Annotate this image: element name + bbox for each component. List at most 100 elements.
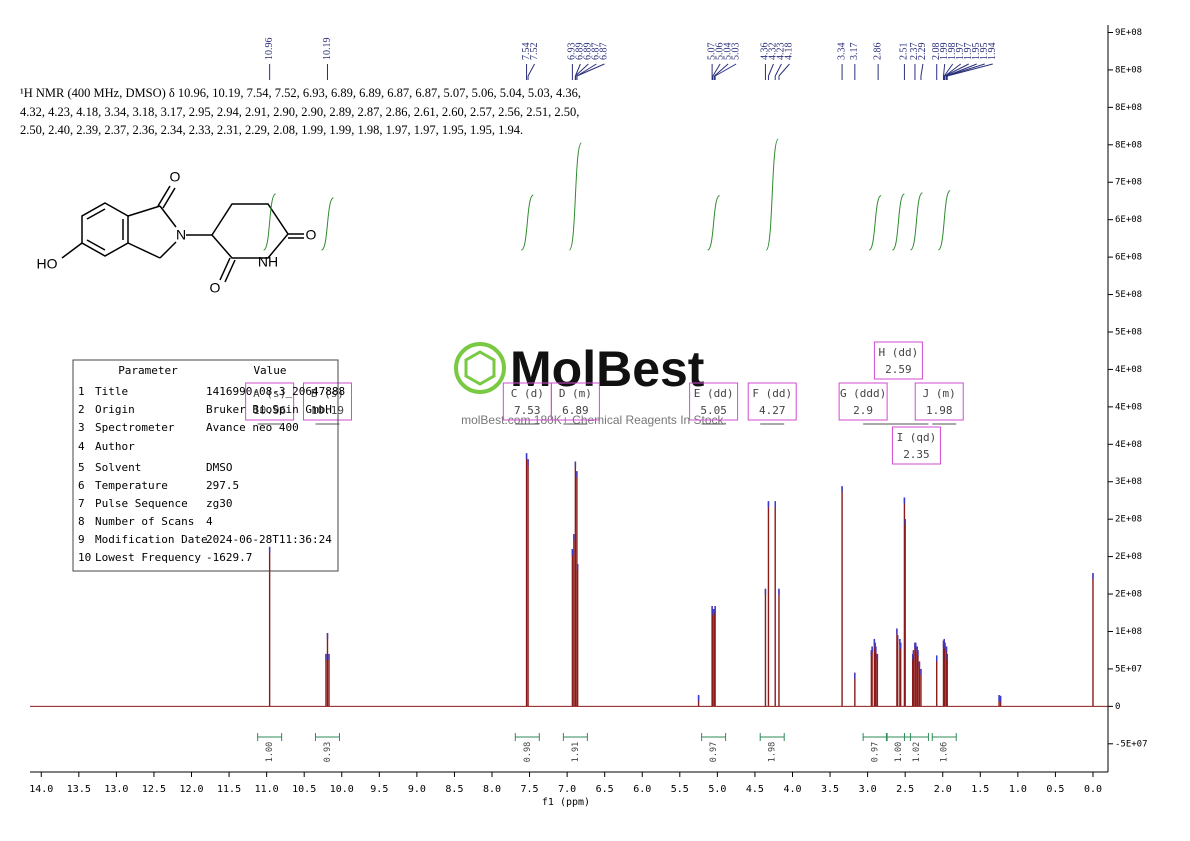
bond — [157, 185, 171, 207]
peak-label-leader — [920, 63, 924, 77]
table-cell: 5 — [78, 461, 85, 474]
integral-label: 0.98 — [523, 742, 533, 762]
multiplet-box — [873, 341, 923, 380]
peak-label-leader — [947, 63, 993, 77]
peak-label: 10.19 — [322, 38, 333, 61]
peak-label-leader — [576, 63, 605, 77]
table-cell: Avance neo 400 — [206, 421, 299, 434]
atom-label: O — [170, 169, 181, 185]
peak-label: 2.37 — [909, 43, 920, 61]
bond — [86, 208, 106, 220]
multiplet-shift: 5.05 — [700, 404, 727, 417]
peak-label-leader — [942, 63, 946, 77]
multiplet-box — [891, 426, 941, 465]
peak-label: 5.06 — [714, 43, 725, 61]
peak-label: 1.98 — [947, 43, 958, 61]
y-tick-label: 4E+08 — [1115, 440, 1142, 450]
x-tick-label: 0.0 — [1084, 784, 1102, 795]
multiplet-name: A (s) — [253, 387, 286, 400]
table-cell: 10 — [78, 551, 91, 564]
table-cell: 297.5 — [206, 479, 239, 492]
multiplet-name: J (m) — [923, 387, 956, 400]
peak-label: 1.99 — [939, 43, 950, 61]
multiplet-shift: 4.27 — [759, 404, 786, 417]
peak-label-leader — [574, 63, 581, 77]
integral-curve — [707, 195, 721, 251]
x-tick-label: 5.5 — [671, 784, 689, 795]
atom-label: O — [306, 227, 317, 243]
logo-text: MolBest — [510, 341, 705, 397]
table-cell: 6 — [78, 479, 85, 492]
multiplet-shift: 10.19 — [311, 404, 344, 417]
peak-label: 6.93 — [567, 43, 578, 61]
integral-curve — [868, 195, 882, 251]
peak-label: 4.36 — [760, 43, 771, 61]
peak-label-leader — [944, 63, 962, 77]
peak-label: 3.34 — [836, 43, 847, 61]
integral-label: 0.97 — [871, 742, 881, 762]
piperidine-ring — [211, 203, 289, 259]
peak-label: 2.86 — [872, 43, 883, 61]
peak-label: 4.23 — [776, 43, 787, 61]
y-tick-label: 8E+08 — [1115, 65, 1142, 75]
x-tick-label: 10.0 — [330, 784, 354, 795]
bond — [219, 257, 231, 281]
logo-hexagon — [464, 350, 496, 386]
benzene-ring — [81, 202, 129, 257]
multiplet-shift: 2.59 — [885, 363, 912, 376]
multiplet-shift: 2.35 — [903, 448, 930, 461]
y-tick-label: 4E+08 — [1115, 402, 1142, 412]
multiplet-name: H (dd) — [879, 346, 919, 359]
bond — [159, 205, 177, 228]
integral-label: 0.93 — [323, 742, 333, 762]
bond — [162, 187, 176, 209]
x-tick-label: 13.0 — [104, 784, 128, 795]
x-tick-label: 0.5 — [1046, 784, 1064, 795]
x-tick-label: 9.5 — [370, 784, 388, 795]
table-cell: Modification Date — [95, 533, 208, 546]
y-tick-label: 6E+08 — [1115, 215, 1142, 225]
integral-label: 1.98 — [768, 742, 778, 762]
multiplet-box — [245, 382, 295, 421]
peak-label: 2.29 — [917, 43, 928, 61]
peak-label-leader — [712, 63, 721, 77]
bond — [127, 242, 161, 259]
table-cell: Pulse Sequence — [95, 497, 188, 510]
peak-label: 5.04 — [722, 43, 733, 61]
table-cell: Lowest Frequency — [95, 551, 201, 564]
header: ¹H NMR (400 MHz, DMSO) δ 10.96, 10.19, 7… — [20, 86, 582, 137]
peak-label: 7.54 — [521, 43, 532, 61]
x-tick-label: 4.5 — [746, 784, 764, 795]
table-cell: 4 — [206, 515, 213, 528]
peak-label: 6.89 — [583, 43, 594, 61]
peak-label: 2.51 — [899, 43, 910, 61]
multiplet-box — [550, 382, 600, 421]
integral-curve — [937, 190, 951, 251]
multiplet-name: G (ddd) — [840, 387, 886, 400]
table-cell: 3 — [78, 421, 85, 434]
table-frame — [72, 359, 339, 572]
peak-label: 1.95 — [971, 43, 982, 61]
table-cell: 8 — [78, 515, 85, 528]
atom-labels: O N O NH O HO — [37, 169, 317, 296]
x-tick-label: 3.5 — [821, 784, 839, 795]
logo: MolBest molBest.com 180K+ Chemical Reage… — [454, 341, 727, 427]
table-cell: DMSO — [206, 461, 233, 474]
y-tick-label: 5E+08 — [1115, 290, 1142, 300]
peak-label: 1.95 — [979, 43, 990, 61]
multiplet-name: B (s) — [311, 387, 344, 400]
table-cell: Bruker BioSpin GmbH — [206, 403, 332, 416]
peak-label: 2.08 — [931, 43, 942, 61]
x-tick-label: 13.5 — [67, 784, 91, 795]
bond — [159, 241, 177, 259]
y-tick-label: 3E+08 — [1115, 477, 1142, 487]
x-tick-label: 1.0 — [1009, 784, 1027, 795]
peak-label-leader — [527, 63, 535, 77]
peak-label-leader — [944, 63, 969, 77]
table-cell: Origin — [95, 403, 135, 416]
x-tick-label: 12.5 — [142, 784, 166, 795]
peak-label-leader — [576, 63, 597, 77]
bond — [224, 259, 236, 283]
integral-label: 1.06 — [940, 742, 950, 762]
